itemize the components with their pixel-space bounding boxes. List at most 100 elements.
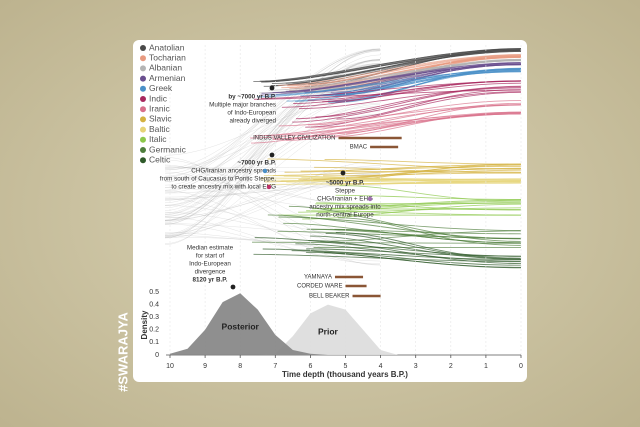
tree-branch [256,71,522,98]
tree-branch [307,80,522,101]
annotation: ancestry mix spreads into [309,204,381,211]
legend-swatch [140,75,146,82]
x-tick-label: 4 [379,363,383,370]
tree-branch [164,234,381,249]
tree-branch [298,201,522,213]
annotation: Steppe [335,188,355,195]
tree-branch [292,91,522,123]
annotation: Median estimate [187,245,234,252]
tree-branch [308,240,522,264]
x-tick-label: 7 [273,363,277,370]
legend-swatch [140,65,146,72]
period-label: BELL BEAKER [309,294,350,300]
tree-branch [164,190,381,265]
annotation: from south of Caucasus to Pontic Steppe, [160,176,276,183]
tree-branch [277,230,522,239]
tree-branch [164,49,381,180]
tree-branch [311,113,522,128]
tree-branch [164,48,381,245]
tree-branch [164,176,381,206]
tree-branch [299,87,522,110]
tree-branch [278,216,522,232]
tree-branch [281,55,522,89]
period-label: BMAC [350,145,368,151]
tree-branch [307,100,522,126]
tree-branch [164,60,381,221]
tree-branch [278,54,522,86]
tree-branch [164,159,381,238]
legend-label: Celtic [149,154,171,164]
x-tick-label: 5 [344,363,348,370]
tree-branch [164,54,381,238]
density-area [170,304,416,355]
annotation: ~5000 yr B.P. [326,180,365,187]
pin [230,284,236,290]
annotation: Indo-European [189,261,231,268]
x-tick-label: 9 [203,363,207,370]
y-tick-label: 0 [155,352,159,359]
tree-branch [164,109,381,217]
tree-branch [164,161,381,239]
tree-branch [325,232,522,260]
tree-branch [315,202,522,205]
tree-branch [262,248,522,261]
annotation: by ~7000 yr B.P. [228,94,276,101]
tree-branch [164,49,381,239]
legend-label: Baltic [149,124,171,134]
y-tick-label: 0.1 [149,339,159,346]
tree-branch [164,64,381,223]
legend-swatch [140,157,146,164]
tree-branch [164,49,381,183]
tree-branch [164,216,381,264]
pin [340,170,346,176]
legend-label: Indic [149,93,168,103]
tree-branch [323,172,522,177]
y-tick-label: 0.3 [149,314,159,321]
tree-branch [164,110,381,201]
period-label: CORDED WARE [297,284,342,290]
annotation: divergence [195,269,226,276]
legend-label: Italic [149,134,167,144]
annotation: already diverged [229,118,276,125]
legend-swatch [140,85,146,92]
legend-swatch [140,106,146,113]
tree-branch [164,106,381,171]
annotation: to create ancestry mix with local EHG [171,184,276,191]
pin [269,152,275,158]
legend-swatch [140,126,146,133]
x-tick-label: 1 [484,363,488,370]
tree [164,48,522,269]
series-label: Posterior [222,321,260,331]
tree-branch [164,48,381,211]
tree-branch [324,158,522,165]
tree-branch [283,222,522,244]
tree-branch [164,198,381,259]
annotation: CHG/Iranian ancestry spreads [191,168,276,175]
tree-branch [164,104,381,217]
legend-swatch [140,147,146,153]
x-tick-label: 3 [414,363,418,370]
tree-branch [309,235,522,260]
tree-branch [164,59,381,235]
legend-label: Iranic [149,103,171,113]
legend-label: Anatolian [149,42,185,52]
period-label: INDUS VALLEY CIVILIZATION [253,136,335,142]
tree-branch [312,199,522,210]
x-tick-label: 2 [449,363,453,370]
tree-branch [164,59,381,175]
legend-label: Greek [149,83,173,93]
tree-branch [336,89,522,120]
tree-branch [323,111,522,138]
tree-branch [337,104,522,134]
tree-branch [164,48,381,178]
legend-label: Slavic [149,114,172,124]
tree-branch [164,59,381,237]
tree-branch [335,232,522,259]
y-tick-label: 0.2 [149,327,159,334]
annotation: Multiple major branches [209,102,276,109]
tree-branch [272,63,522,94]
tree-branch [164,173,381,234]
tree-branch [315,86,522,118]
legend-swatch [140,116,146,123]
